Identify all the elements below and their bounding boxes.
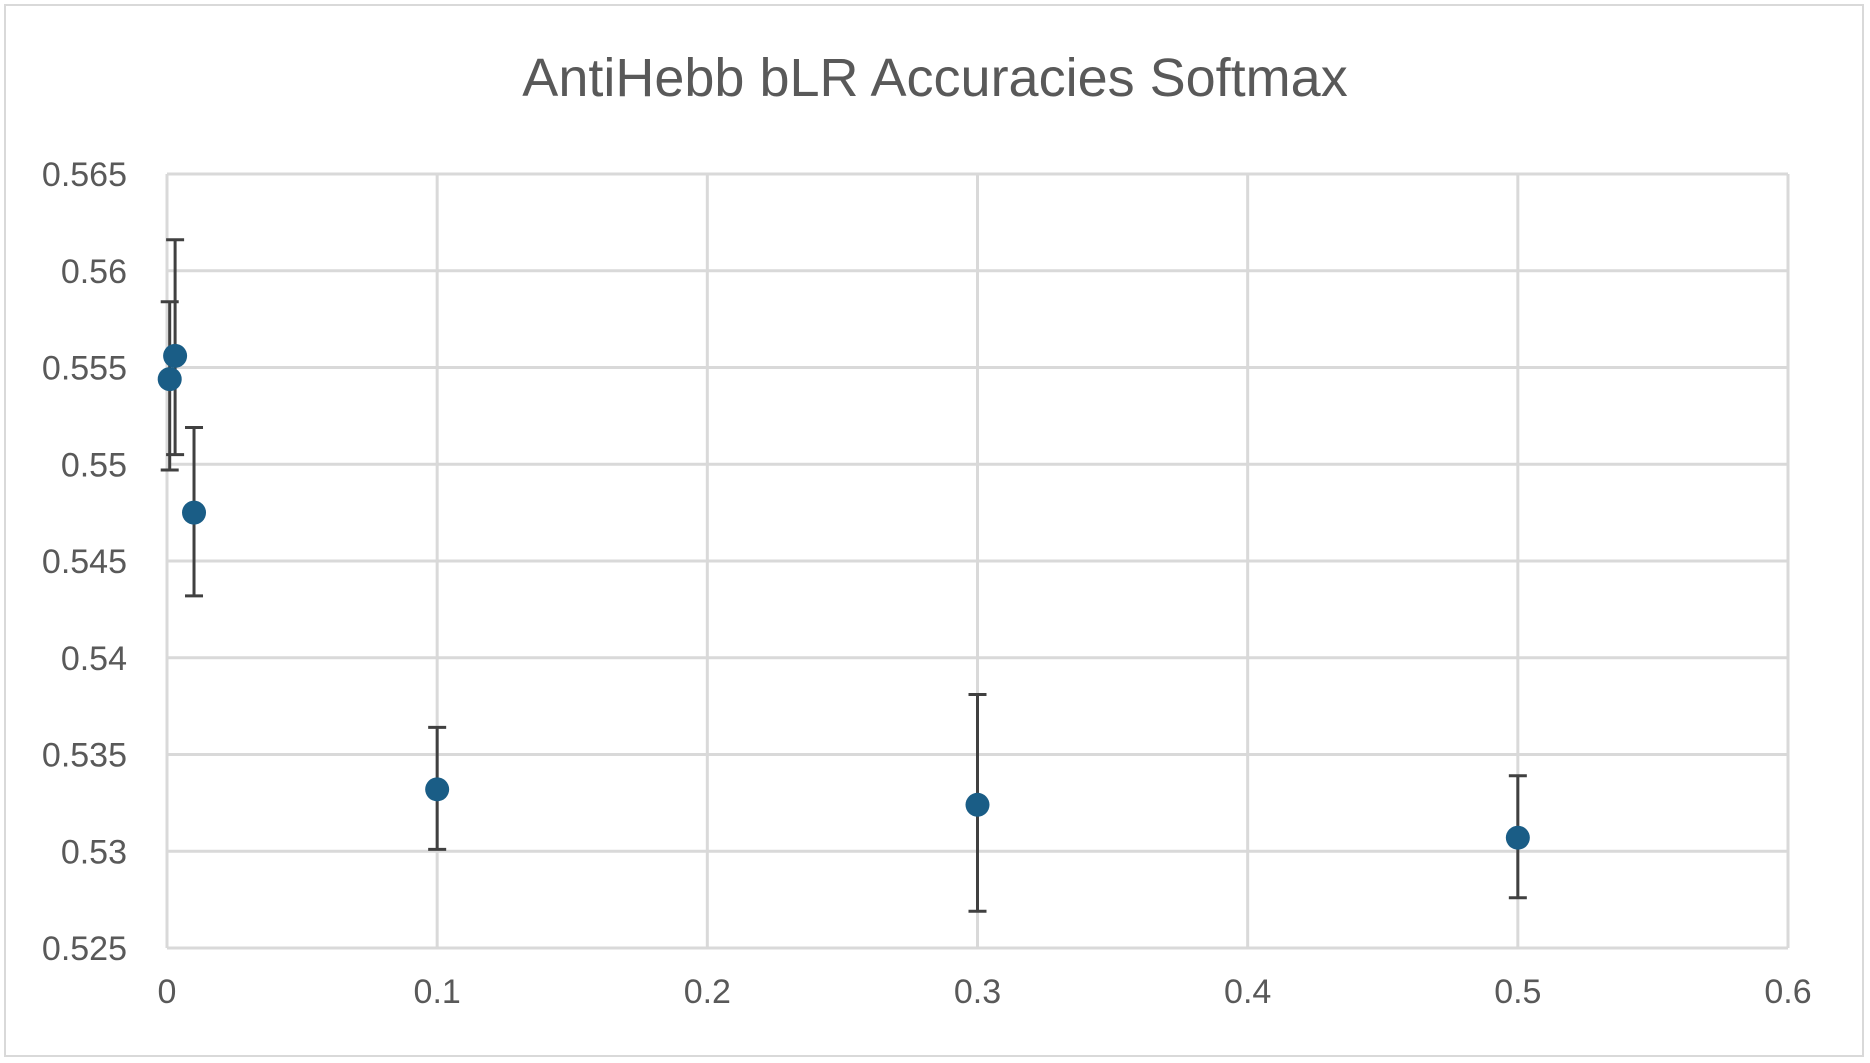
chart-title: AntiHebb bLR Accuracies Softmax (522, 48, 1347, 108)
x-tick-label: 0.3 (954, 973, 1001, 1011)
data-points (157, 343, 1530, 850)
data-point (1505, 825, 1530, 850)
data-point (965, 792, 990, 817)
x-tick-label: 0.2 (684, 973, 731, 1011)
y-tick-label: 0.535 (42, 737, 127, 775)
y-tick-label: 0.55 (61, 446, 127, 484)
data-point (157, 367, 182, 392)
y-tick-label: 0.565 (42, 156, 127, 194)
error-bars (160, 238, 1527, 913)
x-tick-label: 0 (158, 973, 177, 1011)
y-tick-label: 0.555 (42, 350, 127, 388)
x-tick-label: 0.1 (414, 973, 461, 1011)
data-point (425, 777, 450, 802)
x-tick-label: 0.6 (1764, 973, 1811, 1011)
x-tick-label: 0.5 (1494, 973, 1541, 1011)
axis-tick-labels: 0.565 0.56 0.555 0.55 0.545 0.54 0.535 0.53 0.52… (42, 156, 1812, 1011)
data-point (163, 343, 188, 368)
y-tick-label: 0.525 (42, 930, 127, 968)
y-tick-label: 0.54 (61, 640, 127, 678)
y-tick-label: 0.53 (61, 833, 127, 871)
chart-frame (4, 4, 1864, 1057)
y-tick-label: 0.545 (42, 543, 127, 581)
data-point (182, 500, 207, 525)
x-tick-label: 0.4 (1224, 973, 1271, 1011)
y-tick-label: 0.56 (61, 253, 127, 291)
